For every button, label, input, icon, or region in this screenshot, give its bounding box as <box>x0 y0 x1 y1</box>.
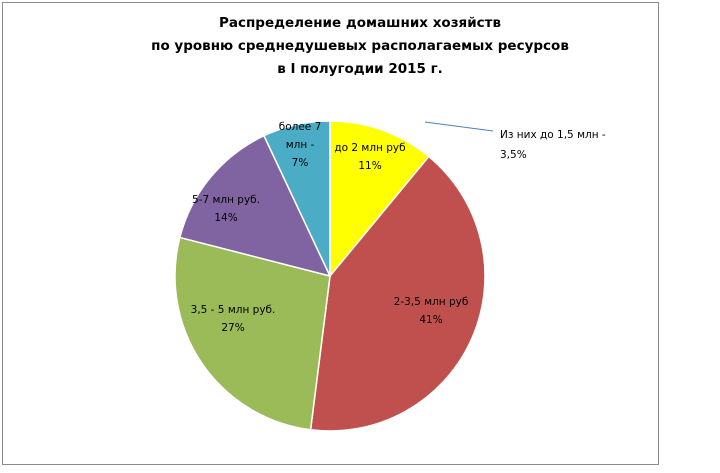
slice-label-5-line-3: 7% <box>292 157 309 169</box>
annotation-line-1: Из них до 1,5 млн - <box>500 129 606 141</box>
chart-title-line-3: в I полугодии 2015 г. <box>277 61 443 77</box>
chart-title-line-1: Распределение домашних хозяйств <box>218 15 502 31</box>
annotation-label: Из них до 1,5 млн - 3,5% <box>500 129 606 161</box>
pie-slice-5 <box>263 120 331 277</box>
slice-label-4-line-1: 5-7 млн руб. <box>192 194 260 206</box>
pie-slice-3 <box>174 236 331 431</box>
annotation-line-2: 3,5% <box>500 149 527 161</box>
slice-label-1-line-1: до 2 млн руб <box>334 142 405 154</box>
slice-label-4: 5-7 млн руб. 14% <box>192 194 260 224</box>
slice-label-5-line-1: более 7 <box>279 121 322 133</box>
slice-label-2-line-1: 2-3,5 млн руб <box>394 296 469 308</box>
slice-label-3-line-1: 3,5 - 5 млн руб. <box>191 304 276 316</box>
slice-label-3: 3,5 - 5 млн руб. 27% <box>191 304 276 334</box>
slice-label-5: более 7 млн - 7% <box>279 121 322 169</box>
slice-label-3-line-2: 27% <box>221 322 244 334</box>
slice-label-4-line-2: 14% <box>214 212 237 224</box>
chart-title-line-2: по уровню среднедушевых располагаемых ре… <box>151 38 569 54</box>
annotation-leader-line <box>424 121 494 132</box>
slice-label-1: до 2 млн руб 11% <box>334 142 405 172</box>
slice-label-2-line-2: 41% <box>419 314 442 326</box>
pie-slice-2 <box>309 155 486 432</box>
slice-label-5-line-2: млн - <box>286 139 315 151</box>
slice-label-1-line-2: 11% <box>358 160 381 172</box>
pie-slice-4 <box>178 134 332 278</box>
pie-slice-1 <box>329 120 430 279</box>
slice-label-2: 2-3,5 млн руб 41% <box>394 296 469 326</box>
chart-title: Распределение домашних хозяйств по уровн… <box>0 12 720 81</box>
